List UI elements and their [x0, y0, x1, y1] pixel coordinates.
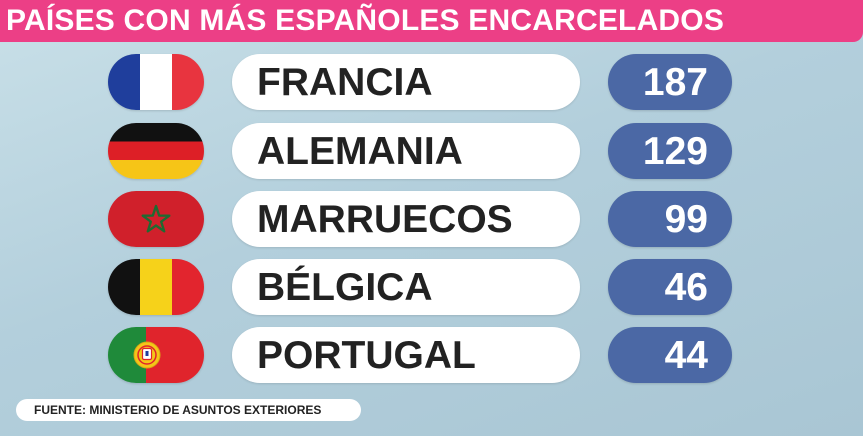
value-pill: 129	[608, 123, 732, 179]
country-label-pill: MARRUECOS	[232, 191, 580, 247]
country-label: ALEMANIA	[257, 130, 463, 173]
table-row: PORTUGAL 44	[0, 327, 863, 383]
country-label-pill: ALEMANIA	[232, 123, 580, 179]
country-label: BÉLGICA	[257, 266, 433, 309]
title-bar: PAÍSES CON MÁS ESPAÑOLES ENCARCELADOS	[0, 0, 863, 42]
source-label: FUENTE: MINISTERIO DE ASUNTOS EXTERIORES	[34, 403, 322, 417]
table-row: FRANCIA 187	[0, 54, 863, 110]
value-label: 129	[642, 130, 708, 173]
country-label: FRANCIA	[257, 61, 433, 104]
chart-title: PAÍSES CON MÁS ESPAÑOLES ENCARCELADOS	[6, 4, 725, 37]
country-label-pill: BÉLGICA	[232, 259, 580, 315]
morocco-flag-icon	[108, 191, 204, 247]
germany-flag-icon	[108, 123, 204, 179]
value-label: 46	[664, 266, 708, 309]
france-flag-icon	[108, 54, 204, 110]
table-row: BÉLGICA 46	[0, 259, 863, 315]
country-label: PORTUGAL	[257, 334, 476, 377]
source-note: FUENTE: MINISTERIO DE ASUNTOS EXTERIORES	[16, 399, 361, 421]
value-pill: 187	[608, 54, 732, 110]
country-label-pill: FRANCIA	[232, 54, 580, 110]
table-row: ALEMANIA 129	[0, 123, 863, 179]
belgium-flag-icon	[108, 259, 204, 315]
country-label: MARRUECOS	[257, 198, 513, 241]
value-pill: 44	[608, 327, 732, 383]
value-pill: 99	[608, 191, 732, 247]
portugal-flag-icon	[108, 327, 204, 383]
table-row: MARRUECOS 99	[0, 191, 863, 247]
country-label-pill: PORTUGAL	[232, 327, 580, 383]
value-label: 44	[664, 334, 708, 377]
value-pill: 46	[608, 259, 732, 315]
value-label: 187	[642, 61, 708, 104]
value-label: 99	[664, 198, 708, 241]
